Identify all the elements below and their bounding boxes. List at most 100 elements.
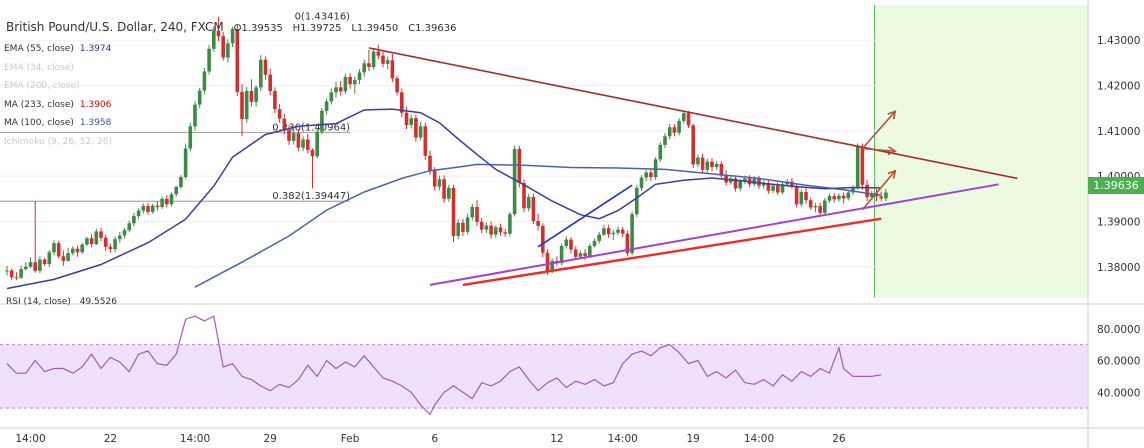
rsi-legend[interactable]: RSI (14, close) 49.5526 <box>6 297 117 307</box>
legend-ichimoku[interactable]: Ichimoku (9, 26, 52, 26) <box>4 136 112 147</box>
candle-body <box>329 92 334 102</box>
candle-body <box>273 90 277 110</box>
candle-body <box>212 30 216 49</box>
projection-arrow <box>861 170 896 211</box>
candle-body <box>484 225 489 230</box>
price-tick-label: 1.39000 <box>1097 216 1140 228</box>
candle-body <box>89 238 94 245</box>
candle-body <box>432 170 437 187</box>
candle-body <box>230 28 235 44</box>
candle-body <box>512 148 517 215</box>
candle-body <box>221 36 225 58</box>
candle-body <box>235 28 240 92</box>
candle-body <box>573 249 578 257</box>
candle-body <box>367 63 371 67</box>
candle-body <box>649 172 653 178</box>
candle-body <box>630 214 634 254</box>
candle-body <box>808 200 813 208</box>
candle-body <box>479 221 484 230</box>
candle-body <box>409 118 413 125</box>
candle-body <box>498 227 503 233</box>
candle-body <box>103 237 108 247</box>
candle-body <box>207 48 211 72</box>
candle-body <box>19 269 23 278</box>
candle-body <box>287 130 291 141</box>
legend-ema55[interactable]: EMA (55, close) 1.3974 <box>4 44 112 54</box>
candle-body <box>818 206 822 213</box>
candle-body <box>174 187 178 195</box>
candle-body <box>691 125 695 165</box>
candle-body <box>296 133 301 148</box>
candle-body <box>38 259 42 271</box>
candle-body <box>865 184 869 197</box>
candle-body <box>583 253 587 256</box>
legend-ema34[interactable]: EMA (34, close) <box>4 62 74 73</box>
candle-body <box>771 185 775 191</box>
candle-body <box>620 229 625 234</box>
candle-body <box>884 192 888 199</box>
candle-body <box>132 216 136 224</box>
candle-body <box>503 232 507 234</box>
candle-body <box>451 187 456 236</box>
candle-body <box>42 259 47 265</box>
candle-body <box>357 72 362 81</box>
ema55-line <box>6 108 882 290</box>
candle-body <box>508 214 512 234</box>
fib-label: 0.382(1.39447) <box>272 191 350 202</box>
candle-body <box>324 101 329 111</box>
candle-body <box>390 60 395 79</box>
time-tick-label: 22 <box>104 433 117 445</box>
candle-body <box>268 74 272 91</box>
candle-body <box>85 238 89 245</box>
legend-ma233[interactable]: MA (233, close) 1.3906 <box>4 99 112 110</box>
candle-body <box>851 187 855 193</box>
candle-body <box>75 248 80 253</box>
projection-arrow-head <box>887 169 897 179</box>
candle-body <box>94 231 99 245</box>
candle-body <box>494 227 498 235</box>
ohlc-open: O1.39535 <box>233 23 283 34</box>
candle-body <box>738 181 742 189</box>
chart-title: British Pound/U.S. Dollar, 240, FXCM O1.… <box>6 20 456 34</box>
candle-body <box>423 126 428 156</box>
candle-body <box>635 187 639 215</box>
candle-body <box>47 252 52 265</box>
candle-body <box>61 256 66 261</box>
candle-body <box>860 146 865 185</box>
candle-body <box>395 78 399 93</box>
candle-body <box>193 104 197 127</box>
candle-body <box>531 196 536 222</box>
candle-body <box>381 55 385 64</box>
rsi-value: 49.5526 <box>79 297 117 307</box>
candle-body <box>700 157 705 170</box>
candles <box>5 16 888 280</box>
candle-body <box>710 161 714 168</box>
symbol-label: British Pound/U.S. Dollar, 240, FXCM <box>6 20 224 34</box>
legend-ema200[interactable]: EMA (200, close) <box>4 81 80 91</box>
candle-body <box>489 225 493 235</box>
candle-body <box>99 231 103 238</box>
candle-body <box>644 172 648 178</box>
candle-body <box>348 76 352 85</box>
candle-body <box>743 178 747 182</box>
time-tick-label: 26 <box>832 433 846 445</box>
candle-body <box>28 262 33 267</box>
candle-body <box>827 196 832 201</box>
candle-body <box>66 253 70 261</box>
candle-body <box>414 118 418 138</box>
time-tick-label: 14:00 <box>744 433 774 445</box>
candle-body <box>841 195 846 199</box>
candle-body <box>385 60 390 64</box>
time-tick-label: 14:00 <box>608 433 638 445</box>
candle-body <box>315 131 319 157</box>
candle-body <box>569 239 573 250</box>
candle-body <box>179 177 183 188</box>
candle-body <box>122 230 127 236</box>
candle-body <box>616 229 620 233</box>
candle-body <box>470 206 475 218</box>
candle-body <box>155 205 160 207</box>
candle-body <box>14 277 19 279</box>
candle-body <box>597 234 601 241</box>
legend-ma100[interactable]: MA (100, close) 1.3958 <box>4 118 112 128</box>
